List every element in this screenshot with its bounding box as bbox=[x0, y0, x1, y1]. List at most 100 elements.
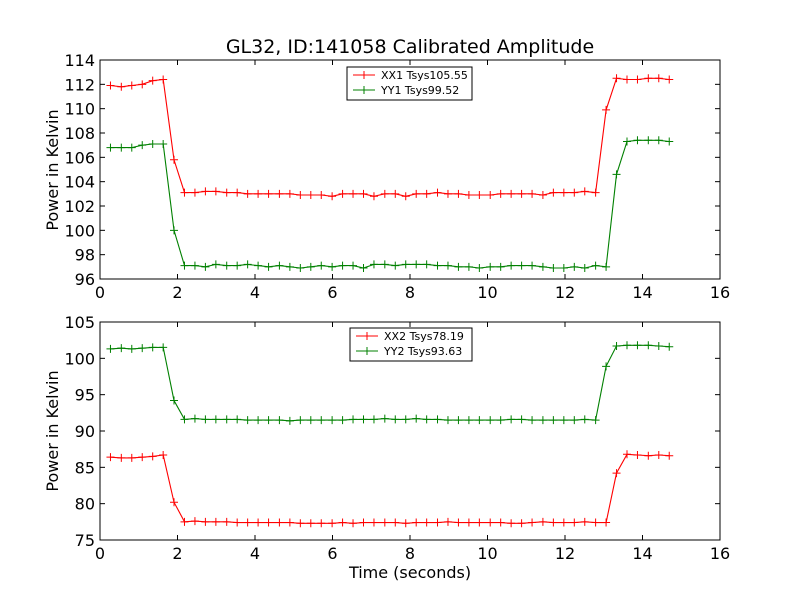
bottom-series-1-point bbox=[138, 344, 147, 353]
top-series-0-point bbox=[275, 189, 284, 198]
top-series-0-point bbox=[159, 75, 168, 84]
bottom-series-1-point bbox=[380, 414, 389, 423]
bottom-series-1-point bbox=[464, 416, 473, 425]
top-series-1-point bbox=[106, 143, 115, 152]
bottom-series-0-point bbox=[233, 518, 242, 527]
bottom-series-0-point bbox=[464, 518, 473, 527]
bottom-y-tick-label: 75 bbox=[75, 531, 95, 550]
bottom-y-tick-label: 90 bbox=[75, 422, 95, 441]
bottom-series-1-point bbox=[264, 416, 273, 425]
bottom-series-0-point bbox=[454, 518, 463, 527]
top-series-0-point bbox=[443, 189, 452, 198]
bottom-series-1-point bbox=[580, 415, 589, 424]
bottom-series-0-point bbox=[243, 518, 252, 527]
x-axis-label: Time (seconds) bbox=[348, 563, 471, 582]
bottom-series-0-point bbox=[159, 450, 168, 459]
bottom-series-1-point bbox=[602, 362, 611, 371]
top-series-0-point bbox=[612, 74, 621, 83]
bottom-series-0-point bbox=[285, 518, 294, 527]
top-series-1-point bbox=[338, 261, 347, 270]
bottom-series-0-point bbox=[201, 517, 210, 526]
top-series-1-point bbox=[496, 262, 505, 271]
top-series-0-point bbox=[464, 191, 473, 200]
top-series-0-point bbox=[559, 188, 568, 197]
bottom-series-0-point bbox=[127, 453, 136, 462]
bottom-series-0-point bbox=[391, 518, 400, 527]
top-series-1-point bbox=[148, 139, 157, 148]
bottom-series-1-point bbox=[591, 416, 600, 425]
top-series-0-point bbox=[602, 105, 611, 114]
bottom-series-0-point bbox=[296, 519, 305, 528]
top-series-1-point bbox=[507, 261, 516, 270]
top-series-0-point bbox=[496, 189, 505, 198]
top-x-tick-label: 16 bbox=[710, 283, 730, 302]
top-series-0-point bbox=[623, 75, 631, 84]
top-series-0-point bbox=[391, 189, 400, 198]
bottom-x-tick-label: 4 bbox=[250, 544, 260, 563]
top-series-0-point bbox=[170, 155, 179, 164]
top-series-0-point bbox=[380, 189, 389, 198]
top-series-1-point bbox=[623, 137, 631, 146]
bottom-series-1-point bbox=[338, 416, 347, 425]
top-series-0-point bbox=[369, 192, 378, 201]
top-legend: XX1 Tsys105.55 YY1 Tsys99.52 bbox=[346, 66, 473, 101]
bottom-x-tick-label: 14 bbox=[632, 544, 652, 563]
bottom-x-tick-label: 8 bbox=[405, 544, 415, 563]
bottom-series-0-point bbox=[507, 519, 516, 528]
top-y-tick-label: 114 bbox=[64, 51, 95, 70]
top-series-0-point bbox=[264, 189, 273, 198]
top-series-1-point bbox=[306, 262, 315, 271]
bottom-series-1-point bbox=[170, 396, 179, 405]
top-series-1-point bbox=[233, 261, 242, 270]
bottom-legend-marker-0 bbox=[363, 332, 371, 340]
top-series-0-point bbox=[180, 188, 189, 197]
bottom-series-1-point bbox=[328, 416, 337, 425]
top-series-0-point bbox=[317, 191, 326, 200]
bottom-legend-label-1: YY2 Tsys93.63 bbox=[383, 345, 462, 358]
bottom-legend-label-0: XX2 Tsys78.19 bbox=[384, 330, 464, 343]
top-series-0-point bbox=[644, 74, 653, 83]
bottom-series-0-point bbox=[538, 517, 547, 526]
top-series-1-point bbox=[211, 260, 220, 269]
top-x-tick-label: 14 bbox=[632, 283, 652, 302]
bottom-series-0-point bbox=[264, 518, 273, 527]
bottom-series-0-point bbox=[138, 453, 147, 462]
top-series-1-point bbox=[201, 262, 210, 271]
top-series-0-point bbox=[148, 76, 157, 85]
top-series-1-point bbox=[538, 262, 547, 271]
bottom-series-0-point bbox=[338, 518, 347, 527]
top-series-1-point bbox=[328, 262, 337, 271]
bottom-series-0-point bbox=[254, 518, 263, 527]
top-legend-label-1: YY1 Tsys99.52 bbox=[380, 84, 459, 97]
top-series-1-point bbox=[559, 264, 568, 273]
top-series-0-point bbox=[517, 189, 526, 198]
top-series-1-point bbox=[359, 264, 368, 273]
bottom-series-1-point bbox=[222, 415, 231, 424]
bottom-series-0-point bbox=[443, 517, 452, 526]
top-series-0-point bbox=[433, 188, 442, 197]
bottom-series-1-point bbox=[654, 341, 663, 350]
bottom-series-0-point bbox=[580, 517, 589, 526]
bottom-series-1-point bbox=[254, 416, 263, 425]
bottom-x-tick-label: 2 bbox=[172, 544, 182, 563]
top-series-1-point bbox=[464, 262, 473, 271]
bottom-x-tick-label: 12 bbox=[555, 544, 575, 563]
bottom-series-0-point bbox=[306, 519, 315, 528]
bottom-series-1-point bbox=[538, 416, 547, 425]
bottom-series-0-point bbox=[475, 518, 484, 527]
bottom-series-1-point bbox=[412, 414, 421, 423]
bottom-series-0-point bbox=[486, 518, 495, 527]
bottom-series-0-point bbox=[170, 498, 179, 507]
bottom-series-0-point bbox=[570, 518, 579, 527]
top-y-tick-label: 96 bbox=[75, 270, 95, 289]
top-series-0-point bbox=[138, 80, 147, 89]
top-series-1-point bbox=[580, 264, 589, 273]
bottom-series-1-point bbox=[633, 341, 642, 350]
bottom-y-tick-label: 85 bbox=[75, 458, 95, 477]
bottom-series-1-point bbox=[391, 415, 400, 424]
top-series-0-point bbox=[328, 192, 337, 201]
top-series-1-point bbox=[264, 262, 273, 271]
top-series-1-point bbox=[517, 261, 526, 270]
top-series-0-point bbox=[591, 188, 600, 197]
